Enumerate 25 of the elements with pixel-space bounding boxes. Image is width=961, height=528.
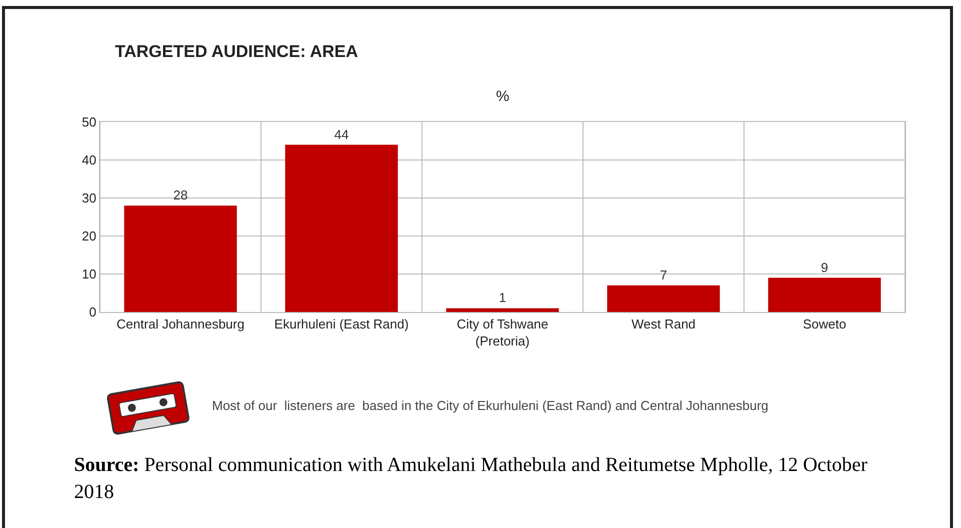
bar xyxy=(446,308,559,312)
x-tick-label: Central Johannesburg xyxy=(116,316,244,332)
data-label: 1 xyxy=(498,290,506,306)
data-label: 44 xyxy=(334,126,349,142)
y-tick-label: 30 xyxy=(82,190,96,206)
chart-title: TARGETED AUDIENCE: AREA xyxy=(115,42,358,61)
chart-subtitle: % xyxy=(496,88,510,105)
y-tick-label: 10 xyxy=(82,266,96,282)
x-tick-label: Ekurhuleni (East Rand) xyxy=(274,316,409,332)
bar xyxy=(607,285,720,312)
x-tick-label: City of Tshwane (Pretoria) xyxy=(456,316,548,348)
text: Source: Personal communication with Amukelani Mathebula and Reitumetse Mpholle, 12 October 2018 xyxy=(74,454,868,503)
data-label: 9 xyxy=(820,260,828,275)
x-tick-label: Soweto xyxy=(802,316,846,332)
y-tick-label: 50 xyxy=(82,114,96,130)
y-tick-label: 40 xyxy=(82,152,96,168)
text: Most of our listeners are based in the City of Ekurhuleni (East Rand) and Central Johannesburg xyxy=(212,398,768,413)
data-label: 28 xyxy=(173,188,188,203)
bar xyxy=(285,144,398,312)
bar xyxy=(768,278,881,312)
x-tick-label: West Rand xyxy=(631,316,696,332)
y-tick-label: 0 xyxy=(89,304,96,320)
data-label: 7 xyxy=(660,267,668,282)
y-tick-label: 20 xyxy=(82,228,96,244)
bar xyxy=(124,206,237,312)
